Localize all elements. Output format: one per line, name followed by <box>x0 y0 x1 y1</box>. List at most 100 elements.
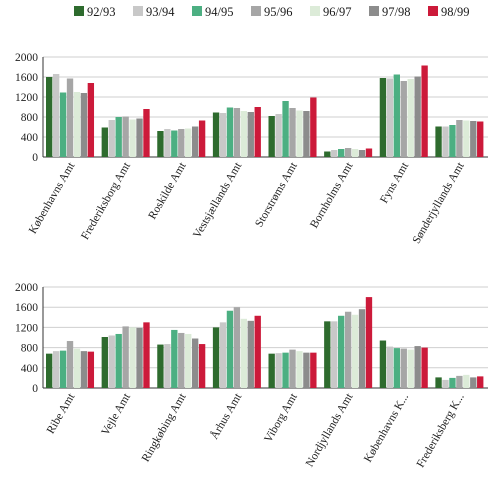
x-tick-label: Københavns Amt <box>27 160 78 236</box>
x-tick-label: Roskilde Amt <box>146 160 189 222</box>
bar <box>470 121 477 157</box>
bar <box>331 150 338 157</box>
bar <box>477 376 484 388</box>
y-tick-label: 800 <box>21 112 39 124</box>
bar <box>171 130 178 157</box>
bar <box>185 128 192 157</box>
bar <box>143 322 150 388</box>
bar <box>219 322 227 388</box>
bar <box>414 346 421 388</box>
bar <box>358 309 366 388</box>
bar <box>87 351 95 388</box>
bar <box>108 120 115 157</box>
x-tick-label: Bornholms Amt <box>308 160 356 231</box>
bar <box>80 93 88 157</box>
bar <box>338 315 345 388</box>
bar <box>414 76 421 157</box>
x-tick-label: Københavns K... <box>362 391 411 464</box>
y-tick-label: 800 <box>21 343 39 355</box>
bar <box>463 120 470 157</box>
bar <box>240 318 248 388</box>
legend-swatch <box>133 6 143 16</box>
bar <box>344 148 352 157</box>
bar <box>296 351 303 388</box>
bar <box>407 349 414 388</box>
legend-swatch <box>310 6 320 16</box>
bar <box>296 110 303 157</box>
bar <box>421 65 428 157</box>
chart-legend: 92/93 93/94 94/95 95/96 96/97 97/98 98/99 <box>74 4 494 20</box>
bar <box>310 97 317 157</box>
bar <box>324 321 331 388</box>
bar <box>73 348 81 388</box>
x-tick-label: Ringkøbing Amt <box>140 391 189 464</box>
bar <box>191 338 199 388</box>
bar <box>198 344 206 388</box>
legend-label: 98/99 <box>441 5 470 19</box>
bar <box>421 347 428 388</box>
bar <box>136 118 143 157</box>
bar <box>456 120 463 157</box>
bar <box>365 297 373 388</box>
x-tick-label: Frederiksborg Amt <box>79 160 133 242</box>
bar <box>442 379 449 388</box>
bar <box>129 119 136 157</box>
x-tick-label: Sønderjyllands Amt <box>411 160 468 246</box>
bar <box>393 74 400 157</box>
x-tick-label: Viborg Amt <box>262 391 300 445</box>
bar <box>129 327 136 388</box>
bar <box>157 344 164 388</box>
y-tick-label: 2000 <box>15 282 38 294</box>
bar <box>66 78 74 157</box>
x-tick-label: Frederiksberg K... <box>415 391 467 469</box>
bar <box>247 112 254 157</box>
bar <box>351 314 359 388</box>
bar <box>191 126 199 157</box>
bar <box>46 77 53 157</box>
bar <box>115 117 122 157</box>
bar <box>400 81 407 157</box>
y-tick-label: 1200 <box>15 92 38 104</box>
bar <box>303 111 310 157</box>
bar <box>303 352 310 388</box>
bar <box>365 148 373 157</box>
bar <box>456 375 463 388</box>
bar <box>393 348 400 388</box>
bar <box>198 120 206 157</box>
bar <box>400 348 407 388</box>
bar <box>52 74 60 157</box>
legend-label: 97/98 <box>382 5 411 19</box>
bar <box>219 113 227 157</box>
bar <box>477 121 484 157</box>
legend-label: 96/97 <box>323 5 352 19</box>
bar <box>80 351 88 388</box>
bar <box>233 307 241 388</box>
bar <box>164 344 171 388</box>
bar <box>108 335 115 388</box>
bar <box>470 377 477 388</box>
legend-swatch <box>428 6 438 16</box>
bar <box>178 129 185 157</box>
bar <box>212 112 220 157</box>
bar <box>275 114 282 157</box>
bar <box>442 126 449 157</box>
bar <box>233 108 241 157</box>
bar <box>115 333 122 388</box>
bar <box>122 326 129 388</box>
bar <box>59 350 67 388</box>
bar <box>46 353 53 388</box>
bar <box>73 92 81 157</box>
bar <box>344 311 352 388</box>
y-tick-label: 1600 <box>15 72 38 84</box>
bar <box>171 329 178 388</box>
bar <box>164 129 171 157</box>
bar <box>338 149 345 157</box>
bar <box>268 353 275 388</box>
bar <box>226 107 234 157</box>
bar <box>240 111 248 157</box>
bar <box>157 131 164 157</box>
bar <box>226 310 234 388</box>
y-tick-label: 2000 <box>15 52 38 64</box>
bar <box>143 109 150 157</box>
bar <box>185 333 192 388</box>
